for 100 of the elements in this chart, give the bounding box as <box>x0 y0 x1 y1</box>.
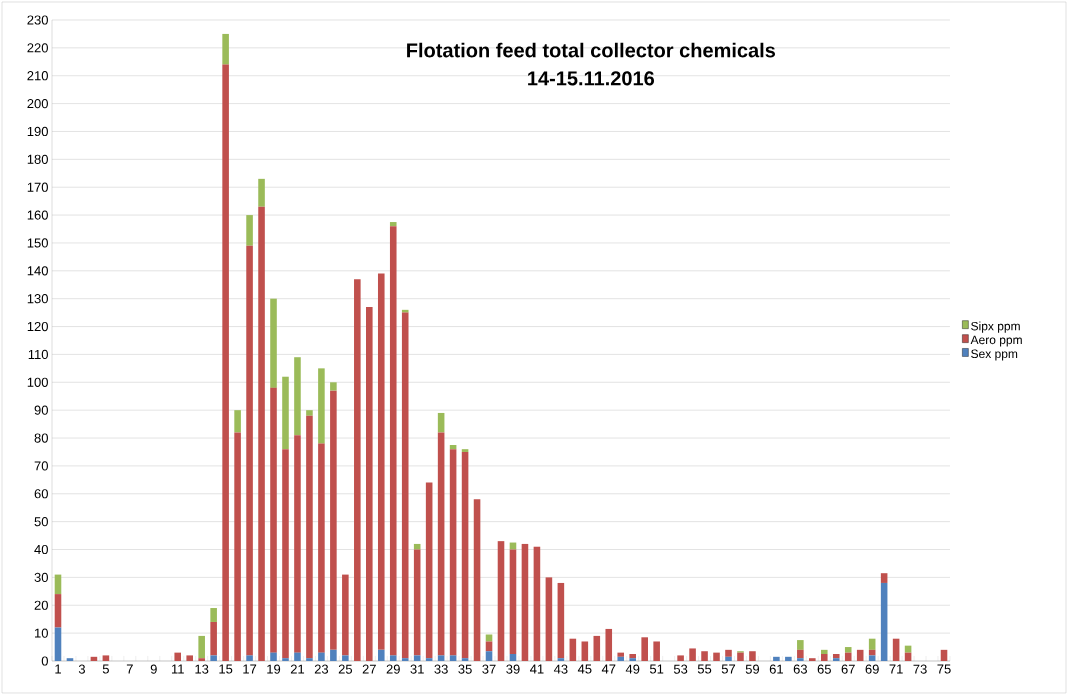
bar <box>617 652 625 657</box>
x-tick-label: 61 <box>769 664 783 674</box>
y-tick-label: 190 <box>27 126 48 137</box>
bar <box>497 541 505 661</box>
y-tick-label: 30 <box>34 572 48 582</box>
bar <box>809 658 816 661</box>
bar <box>557 658 565 661</box>
bar <box>377 649 385 661</box>
bar <box>473 499 481 661</box>
bar <box>509 654 517 661</box>
x-tick-label: 71 <box>889 664 903 674</box>
y-tick-label: 130 <box>27 294 48 304</box>
bar <box>282 376 289 450</box>
bar <box>413 543 421 550</box>
bar <box>413 549 421 656</box>
x-tick-label: 43 <box>553 664 568 674</box>
text: 14-15.11.2016 <box>528 71 655 86</box>
bar <box>401 309 409 313</box>
x-tick-label: 29 <box>386 664 400 674</box>
x-tick-label: 15 <box>219 664 233 674</box>
x-tick-label: 23 <box>314 664 329 674</box>
bar <box>258 178 265 207</box>
bar <box>797 649 804 659</box>
bar <box>306 658 313 661</box>
bar <box>198 635 205 659</box>
y-tick-label: 160 <box>27 210 48 220</box>
bar <box>342 655 349 661</box>
bar <box>820 654 828 661</box>
y-tick-label: 40 <box>34 544 48 555</box>
bar <box>629 658 636 661</box>
bar <box>713 652 720 661</box>
legend-label: Sex ppm <box>971 349 1018 361</box>
bar <box>629 654 636 659</box>
bar <box>725 649 732 657</box>
x-tick-label: 25 <box>338 664 353 674</box>
bar <box>437 655 445 661</box>
bar <box>54 594 62 628</box>
bar <box>354 279 361 661</box>
y-tick-label: 0 <box>41 656 48 666</box>
bar <box>880 573 888 583</box>
bar <box>868 655 876 661</box>
x-tick-label: 21 <box>290 664 305 674</box>
bar <box>701 651 708 661</box>
y-tick-label: 80 <box>34 433 48 443</box>
bar <box>868 638 876 650</box>
x-tick-label: 49 <box>625 664 640 674</box>
bar <box>641 637 648 661</box>
bar <box>485 651 493 661</box>
bar <box>66 658 74 661</box>
y-tick-label: 170 <box>27 182 48 192</box>
bar <box>270 298 277 388</box>
bar <box>294 652 301 661</box>
bar <box>725 656 732 661</box>
bar <box>306 415 313 659</box>
bar <box>186 655 193 661</box>
x-tick-label: 69 <box>865 664 879 674</box>
x-tick-label: 39 <box>506 664 520 674</box>
bar <box>401 658 409 661</box>
y-tick-label: 110 <box>28 349 48 360</box>
y-tick-label: 140 <box>27 266 48 276</box>
bar <box>521 543 529 661</box>
x-tick-label: 73 <box>913 664 927 674</box>
x-tick-label: 27 <box>362 664 376 674</box>
bar <box>940 649 948 661</box>
bar <box>246 215 253 246</box>
x-tick-label: 51 <box>649 664 664 674</box>
bar <box>330 649 337 661</box>
bar <box>689 648 696 661</box>
legend-label: Sipx ppm <box>971 321 1020 333</box>
text: Flotation feed total collector chemicals <box>407 42 776 58</box>
x-tick-label: 3 <box>78 664 85 674</box>
bar <box>294 435 301 653</box>
bar <box>330 382 337 391</box>
bar <box>581 641 589 661</box>
bar <box>318 652 325 661</box>
bar <box>270 387 277 653</box>
bar <box>832 654 840 659</box>
y-tick-label: 70 <box>34 461 48 471</box>
x-tick-label: 65 <box>817 664 831 674</box>
bar <box>270 652 277 661</box>
bar <box>318 443 325 653</box>
x-tick-label: 45 <box>577 664 592 674</box>
x-tick-label: 67 <box>841 664 855 674</box>
x-tick-label: 13 <box>195 664 209 674</box>
bar <box>880 582 888 661</box>
x-tick-label: 63 <box>793 664 807 674</box>
bar <box>773 656 780 661</box>
x-tick-label: 7 <box>126 664 133 674</box>
bar <box>366 307 373 661</box>
bar <box>509 542 517 550</box>
bar <box>749 651 756 661</box>
bar <box>222 64 229 661</box>
bar <box>234 410 241 433</box>
x-tick-label: 1 <box>55 664 61 674</box>
bar <box>389 655 397 661</box>
bar <box>389 222 397 227</box>
bar <box>246 245 253 656</box>
y-tick-label: 180 <box>27 154 48 164</box>
bar <box>844 652 852 661</box>
x-tick-label: 59 <box>745 664 760 674</box>
